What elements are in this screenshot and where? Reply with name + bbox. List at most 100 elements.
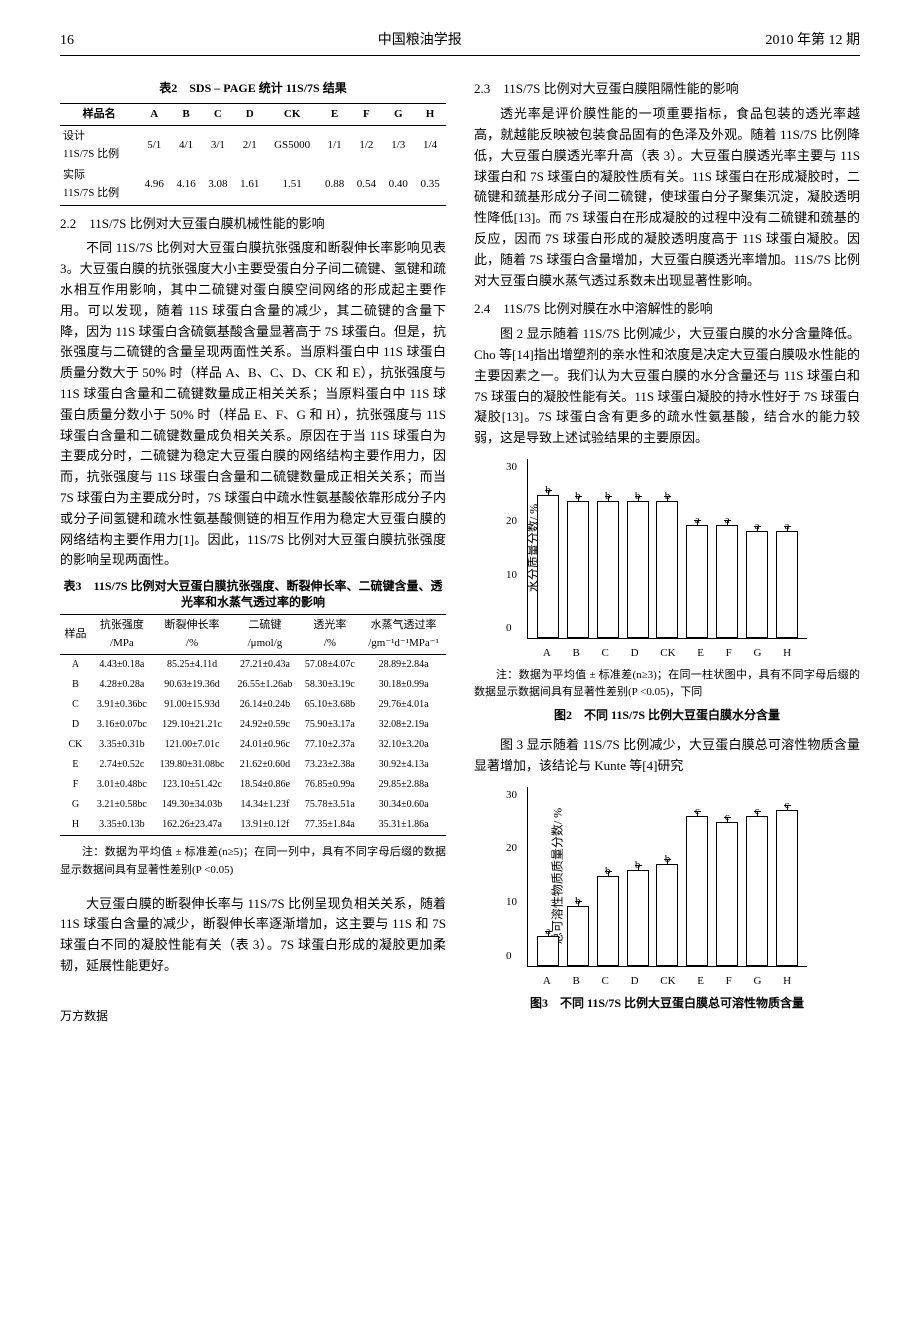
x-tick-label: A [543,645,551,663]
fig2-chart: 水分质量分数/ % 0102030 bbbbbaaaa [527,459,807,639]
table3-cell: 27.21±0.43a [231,655,298,676]
fig3-chart: 总可溶性物质质量分数/ % 0102030 abbbbcccc [527,787,807,967]
sec24-heading: 2.4 11S/7S 比例对膜在水中溶解性的影响 [474,299,860,320]
y-tick-label: 20 [506,840,517,858]
x-tick-label: E [697,645,704,663]
table2-cell: 1.51 [266,165,319,205]
table3-cell: 162.26±23.47a [153,815,231,836]
table3-cell: 3.91±0.36bc [91,695,153,715]
table3-cell: 3.21±0.58bc [91,795,153,815]
chart-bar: b [597,501,619,638]
table3-cell: 30.18±0.99a [361,675,446,695]
table3-cell: F [60,775,91,795]
bar-sig-label: c [755,803,760,821]
x-tick-label: C [602,645,609,663]
table3-cell: 73.23±2.38a [299,755,361,775]
table3-cell: 35.31±1.86a [361,815,446,836]
table3-cell: G [60,795,91,815]
chart-bar: c [746,816,768,965]
table2-cell: 3/1 [202,126,234,166]
sec24-para: 图 2 显示随着 11S/7S 比例减少，大豆蛋白膜的水分含量降低。Cho 等[… [474,324,860,449]
y-tick-label: 30 [506,459,517,477]
table2-cell: 0.35 [414,165,446,205]
bar-sig-label: b [605,488,611,506]
chart-bar: a [686,525,708,638]
table3-cell: 77.35±1.84a [299,815,361,836]
table3-note: 注：数据为平均值 ± 标准差(n≥5)；在同一列中，具有不同字母后缀的数据显示数… [60,844,446,879]
table2-col-header: A [138,103,170,126]
table3-cell: 32.08±2.19a [361,715,446,735]
chart-bar: b [567,906,589,966]
table2-cell: 1/1 [319,126,351,166]
chart-bar: c [716,822,738,965]
bar-sig-label: b [575,488,581,506]
table2-cell: 设计 11S/7S 比例 [60,126,138,166]
table3-cell: 121.00±7.01c [153,735,231,755]
x-tick-label: C [602,973,609,991]
table3-cell: 139.80±31.08bc [153,755,231,775]
table3-col-header: 抗张强度 /MPa [91,615,153,655]
fig3-intro-para: 图 3 显示随着 11S/7S 比例减少，大豆蛋白膜总可溶性物质含量显著增加，该… [474,735,860,777]
table3-cell: 75.90±3.17a [299,715,361,735]
chart-bar: b [656,501,678,638]
table3-cell: 26.14±0.24b [231,695,298,715]
fig2-caption: 图2 不同 11S/7S 比例大豆蛋白膜水分含量 [474,706,860,725]
table2-cell: 2/1 [234,126,266,166]
bar-sig-label: a [755,518,760,536]
fig2-note: 注：数据为平均值 ± 标准差(n≥3)；在同一柱状图中，具有不同字母后缀的数据显… [474,667,860,702]
x-tick-label: B [573,645,580,663]
bar-sig-label: c [695,803,700,821]
table3-cell: 24.92±0.59c [231,715,298,735]
chart-bar: c [776,810,798,965]
table3-cell: 4.28±0.28a [91,675,153,695]
table3-cell: 29.85±2.88a [361,775,446,795]
table3-cell: 14.34±1.23f [231,795,298,815]
bar-sig-label: b [605,863,611,881]
y-tick-label: 30 [506,787,517,805]
sec23-heading: 2.3 11S/7S 比例对大豆蛋白膜阻隔性能的影响 [474,79,860,100]
x-tick-label: CK [660,973,675,991]
bar-sig-label: a [784,518,789,536]
table3-cell: 57.08±4.07c [299,655,361,676]
bar-sig-label: a [545,923,550,941]
bar-sig-label: b [665,851,671,869]
bar-sig-label: b [635,857,641,875]
table2-title: 表2 SDS – PAGE 统计 11S/7S 结果 [60,79,446,98]
table3-cell: 76.85±0.99a [299,775,361,795]
table2-cell: 4/1 [170,126,202,166]
table3-cell: 3.16±0.07bc [91,715,153,735]
x-tick-label: D [631,973,639,991]
chart-bar: b [567,501,589,638]
page-header: 16 中国粮油学报 2010 年第 12 期 [60,30,860,56]
table2-col-header: D [234,103,266,126]
footer-mark: 万方数据 [60,1007,446,1026]
table3-col-header: 二硫键 /μmol/g [231,615,298,655]
table2-cell: 实际 11S/7S 比例 [60,165,138,205]
para-bottom-left: 大豆蛋白膜的断裂伸长率与 11S/7S 比例呈现负相关关系，随着 11S 球蛋白… [60,894,446,977]
table3-cell: 4.43±0.18a [91,655,153,676]
table3-cell: 77.10±2.37a [299,735,361,755]
table3-cell: CK [60,735,91,755]
table2-col-header: CK [266,103,319,126]
bar-sig-label: a [695,512,700,530]
table3-cell: 3.35±0.13b [91,815,153,836]
chart-bar: b [627,501,649,638]
table3-cell: 2.74±0.52c [91,755,153,775]
table3-cell: 129.10±21.21c [153,715,231,735]
table3-cell: 90.63±19.36d [153,675,231,695]
table3-cell: C [60,695,91,715]
x-tick-label: G [754,645,762,663]
x-tick-label: D [631,645,639,663]
bar-sig-label: c [725,809,730,827]
page-number: 16 [60,30,74,52]
table3-cell: 3.35±0.31b [91,735,153,755]
table3-cell: 91.00±15.93d [153,695,231,715]
y-tick-label: 10 [506,894,517,912]
table2-col-header: B [170,103,202,126]
chart-bar: b [537,495,559,638]
x-tick-label: F [726,645,732,663]
table2-col-header: G [382,103,414,126]
table2-cell: GS5000 [266,126,319,166]
fig2-xlabels: ABCDCKEFGH [527,643,807,663]
chart-bar: a [776,531,798,638]
